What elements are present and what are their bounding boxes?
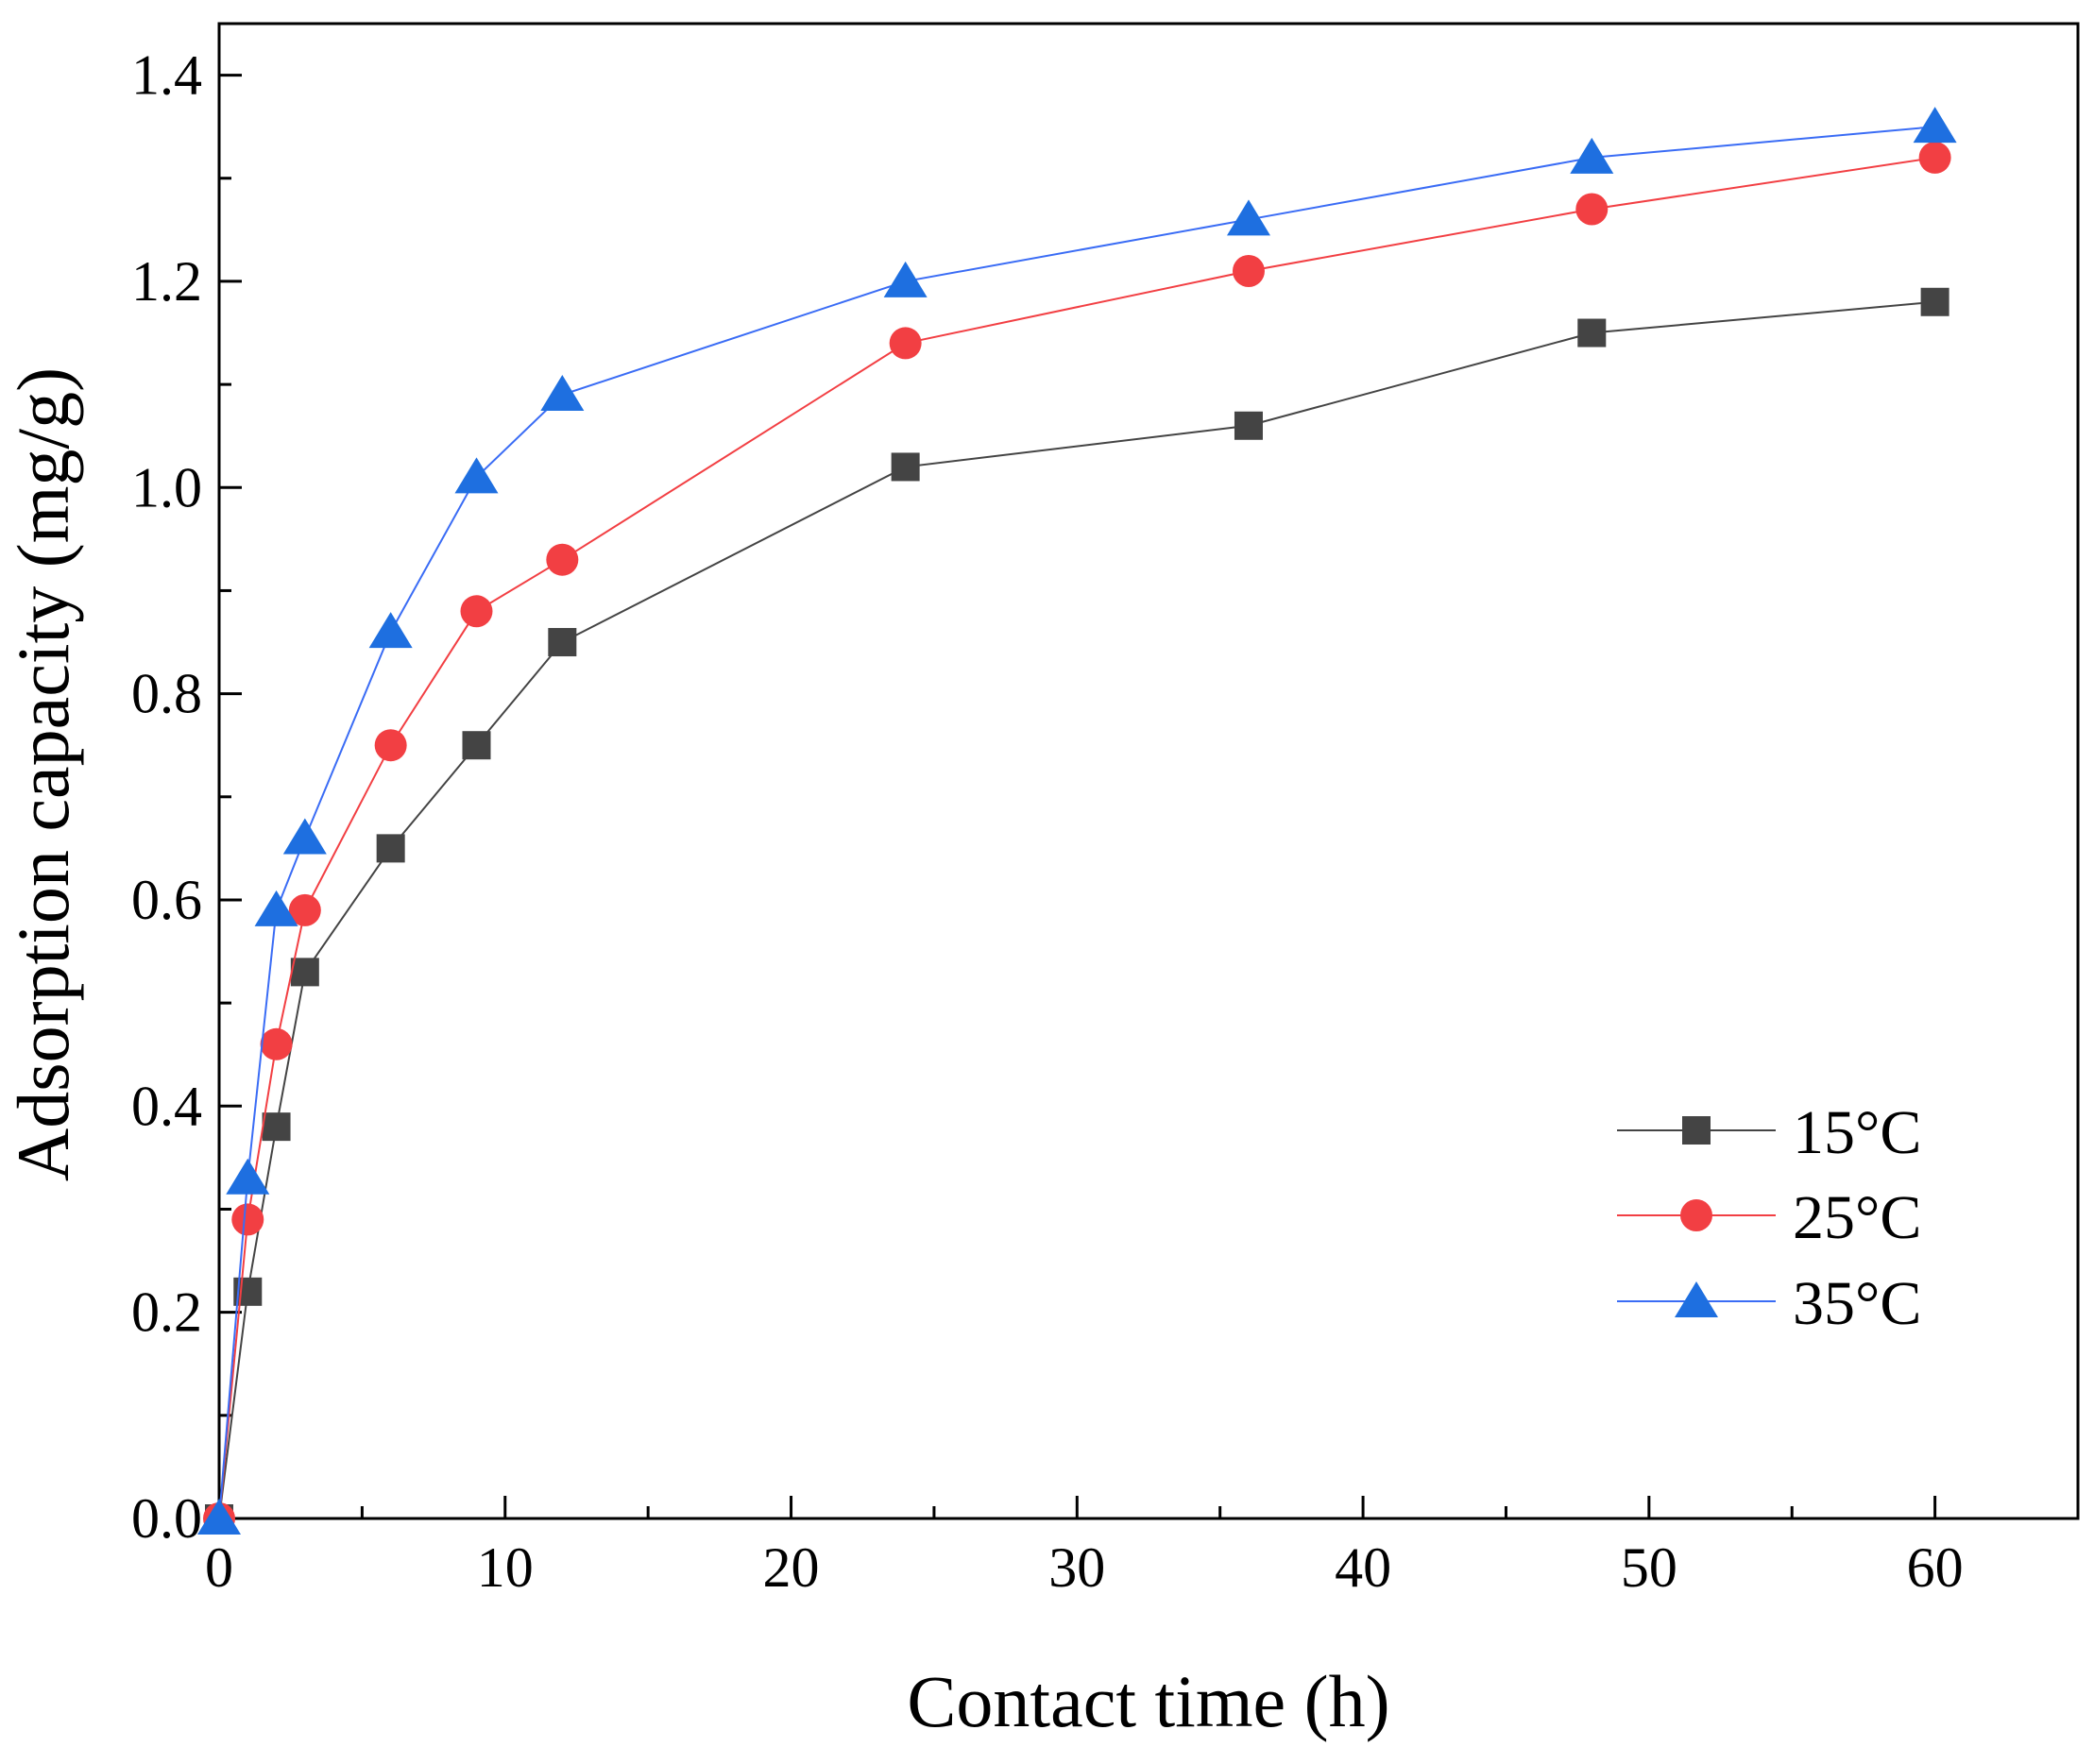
x-tick-label: 0 [205, 1536, 233, 1599]
data-point [883, 261, 928, 297]
data-point [1918, 141, 1951, 174]
data-point [460, 595, 493, 628]
data-point [288, 893, 321, 926]
data-point [376, 834, 405, 863]
data-point [548, 628, 577, 657]
data-point [454, 457, 499, 494]
series-2 [197, 107, 1957, 1535]
data-point [546, 543, 579, 576]
y-tick-label: 0.4 [131, 1075, 202, 1137]
y-tick-label: 0.0 [131, 1487, 202, 1550]
y-tick-label: 0.8 [131, 663, 202, 725]
data-point [891, 452, 920, 482]
data-point [1575, 193, 1609, 226]
legend-item: 35°C [1617, 1269, 1921, 1338]
data-point [540, 375, 585, 412]
y-tick-label: 0.6 [131, 869, 202, 931]
x-tick-label: 30 [1048, 1536, 1105, 1599]
legend-label: 15°C [1793, 1098, 1921, 1167]
x-tick-label: 10 [477, 1536, 534, 1599]
legend-item: 15°C [1617, 1098, 1921, 1167]
data-point [226, 1158, 270, 1195]
data-point [254, 890, 298, 926]
data-point [368, 612, 413, 649]
data-point [1232, 255, 1265, 288]
data-point [1234, 411, 1263, 440]
x-tick-label: 50 [1621, 1536, 1677, 1599]
series-line [218, 126, 1935, 1519]
y-axis: 0.0 0.2 0.4 0.6 0.8 1.0 1.2 1.4 [131, 44, 242, 1550]
data-point [1226, 199, 1270, 236]
data-point [1577, 318, 1607, 348]
data-point [1570, 137, 1614, 174]
x-tick-label: 20 [763, 1536, 820, 1599]
data-point [462, 731, 491, 760]
legend: 15°C 25°C 35°C [1617, 1098, 1921, 1338]
y-tick-label: 0.2 [131, 1281, 202, 1344]
data-point [1920, 287, 1949, 316]
y-tick-label: 1.2 [131, 250, 202, 313]
y-axis-label: Adsorption capacity (mg/g) [2, 367, 84, 1181]
data-point [262, 1112, 291, 1142]
data-point [374, 729, 407, 762]
y-tick-label: 1.4 [131, 44, 202, 107]
legend-marker [1675, 1281, 1718, 1317]
data-point [290, 958, 319, 987]
x-axis-label: Contact time (h) [907, 1660, 1389, 1742]
series-0 [205, 287, 1949, 1533]
plot-frame [217, 22, 2080, 1520]
legend-label: 25°C [1793, 1183, 1921, 1252]
x-axis: 0 10 20 30 40 50 60 [205, 1496, 2080, 1599]
data-point [1913, 107, 1957, 144]
series-1 [203, 141, 1951, 1535]
x-tick-label: 60 [1907, 1536, 1964, 1599]
data-point [889, 327, 922, 360]
data-point [282, 818, 327, 855]
data-point [231, 1203, 264, 1236]
legend-item: 25°C [1617, 1183, 1921, 1252]
legend-marker [1680, 1199, 1712, 1231]
x-tick-label: 40 [1335, 1536, 1391, 1599]
data-point [197, 1499, 241, 1535]
legend-marker [1682, 1116, 1711, 1145]
data-point [260, 1027, 293, 1060]
series-layer [197, 107, 1957, 1535]
y-tick-label: 1.0 [131, 456, 202, 518]
legend-label: 35°C [1793, 1269, 1921, 1338]
